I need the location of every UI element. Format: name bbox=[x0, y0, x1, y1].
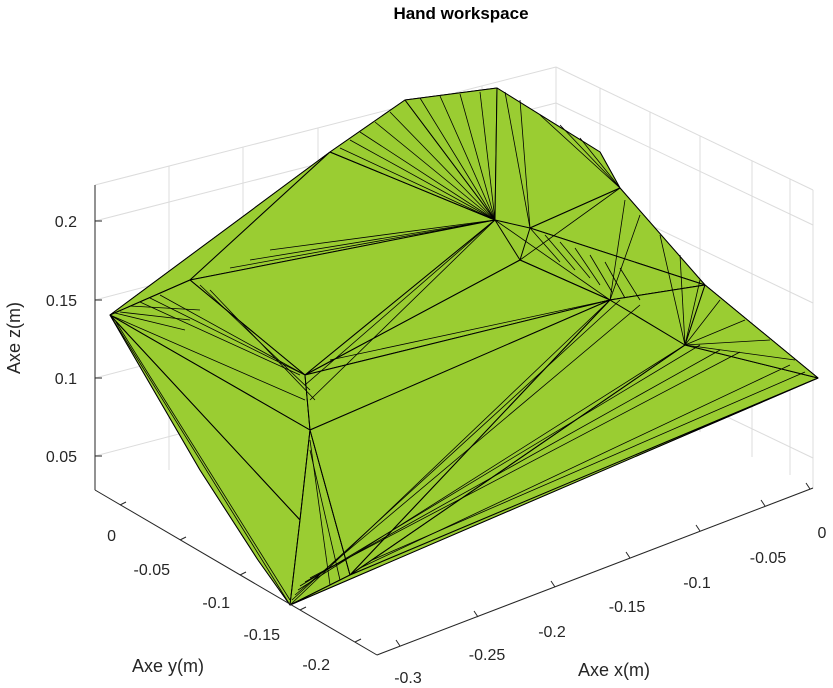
y-tick-label: -0.1 bbox=[202, 595, 230, 612]
z-axis: 0.2 0.15 0.1 0.05 Axe z(m) bbox=[4, 185, 102, 490]
y-tick-label: -0.2 bbox=[302, 657, 330, 674]
x-tick-label: -0.05 bbox=[750, 550, 787, 567]
y-tick-label: -0.15 bbox=[244, 627, 281, 644]
x-axis-label: Axe x(m) bbox=[578, 660, 650, 680]
workspace-surface bbox=[109, 87, 819, 606]
x-tick-label: -0.3 bbox=[394, 670, 422, 687]
x-tick-label: -0.25 bbox=[469, 647, 506, 664]
x-tick-label: -0.1 bbox=[683, 575, 711, 592]
y-axis-label: Axe y(m) bbox=[132, 656, 204, 676]
x-tick-label: 0 bbox=[818, 525, 827, 542]
x-axis: -0.3 -0.25 -0.2 -0.15 -0.1 -0.05 0 Axe x… bbox=[376, 482, 827, 687]
y-tick-label: -0.05 bbox=[134, 562, 171, 579]
y-axis: 0 -0.05 -0.1 -0.15 -0.2 Axe y(m) bbox=[94, 489, 378, 676]
z-tick-label: 0.15 bbox=[46, 293, 77, 310]
z-tick-label: 0.05 bbox=[46, 449, 77, 466]
z-tick-label: 0.1 bbox=[55, 371, 77, 388]
x-tick-label: -0.15 bbox=[609, 599, 646, 616]
x-tick-label: -0.2 bbox=[538, 624, 566, 641]
chart-title: Hand workspace bbox=[393, 4, 528, 23]
z-axis-label: Axe z(m) bbox=[4, 302, 24, 374]
z-tick-label: 0.2 bbox=[55, 214, 77, 231]
y-tick-label: 0 bbox=[107, 528, 116, 545]
